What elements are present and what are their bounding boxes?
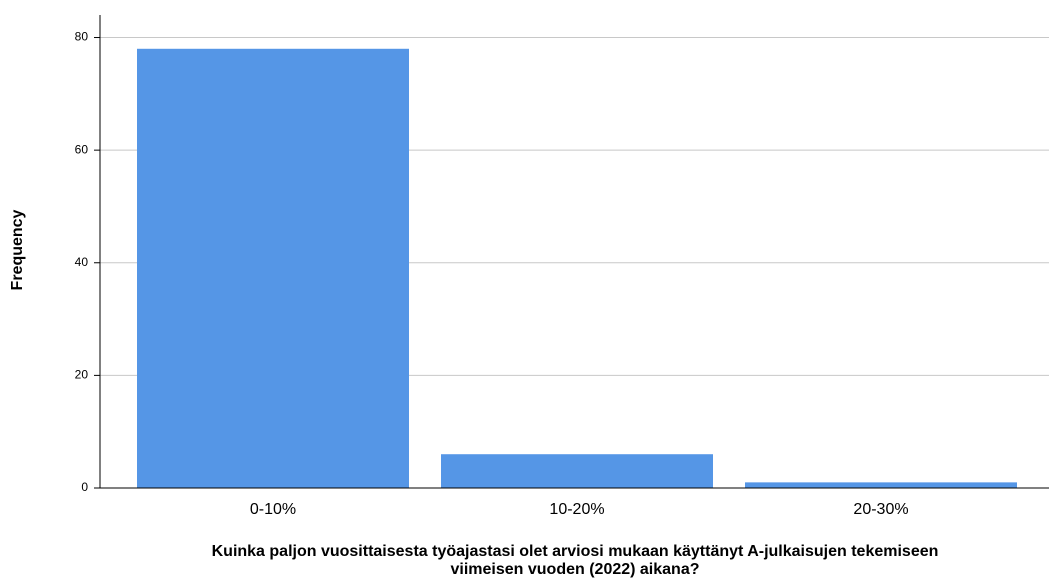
- y-tick-label: 60: [75, 142, 89, 156]
- bar: [745, 482, 1017, 488]
- x-tick-label: 20-30%: [853, 501, 908, 518]
- bar: [441, 454, 713, 488]
- y-axis-label: Frequency: [9, 209, 26, 290]
- bar: [137, 48, 409, 489]
- y-tick-label: 0: [81, 480, 88, 494]
- y-tick-label: 20: [75, 368, 89, 382]
- x-axis-label: Kuinka paljon vuosittaisesta työajastasi…: [212, 543, 939, 560]
- x-tick-label: 10-20%: [549, 501, 604, 518]
- x-axis-label: viimeisen vuoden (2022) aikana?: [451, 561, 700, 578]
- y-tick-label: 80: [75, 30, 89, 44]
- x-tick-label: 0-10%: [250, 501, 296, 518]
- y-tick-label: 40: [75, 255, 89, 269]
